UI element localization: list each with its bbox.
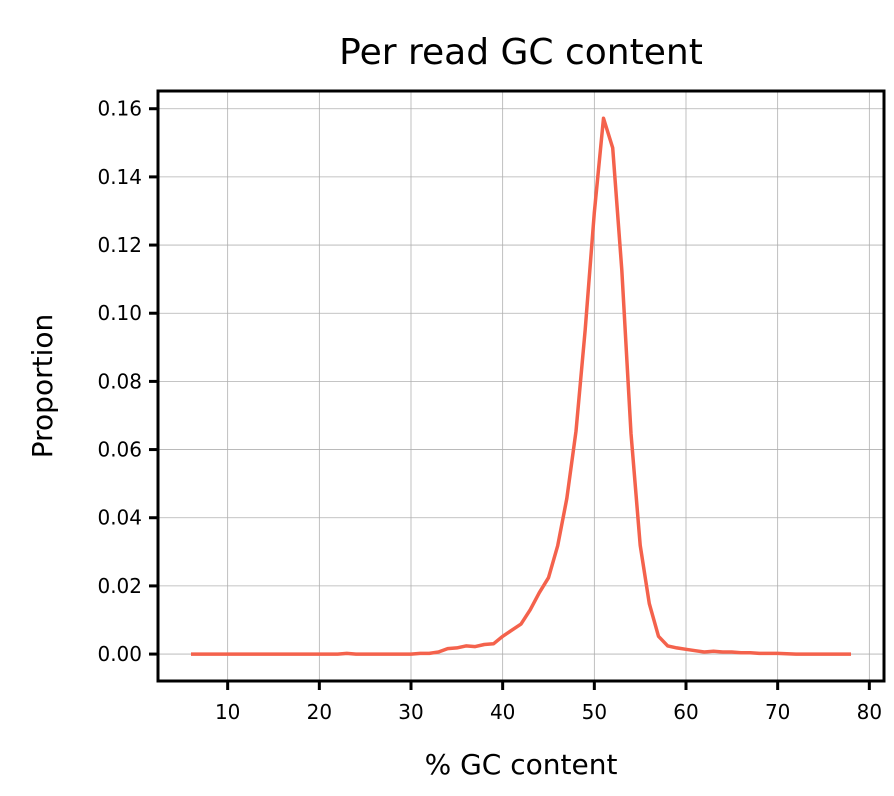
y-tick-label: 0.06 [97,438,142,462]
x-tick-label: 70 [765,700,790,724]
x-tick-label: 10 [215,700,240,724]
grid-lines [158,91,884,681]
y-tick-label: 0.08 [97,369,142,393]
x-tick-label: 40 [490,700,515,724]
y-tick-label: 0.16 [97,97,142,121]
y-tick-label: 0.04 [97,506,142,530]
y-tick-label: 0.10 [97,301,142,325]
x-tick-label: 20 [307,700,332,724]
x-tick-label: 80 [857,700,882,724]
chart-title: Per read GC content [339,32,703,73]
x-axis-label: % GC content [425,748,618,781]
y-tick-label: 0.12 [97,233,142,257]
y-tick-label: 0.14 [97,165,142,189]
y-tick-label: 0.00 [97,642,142,666]
y-axis-label: Proportion [26,314,59,458]
x-tick-label: 60 [673,700,698,724]
line-layer [191,116,851,656]
x-tick-label: 50 [582,700,607,724]
gc-content-line [191,116,851,656]
plot-frame [156,89,886,683]
y-axis-ticks: 0.00 0.02 0.04 0.06 0.08 0.10 0.12 0.14 0.16 [97,97,158,666]
y-tick-label: 0.02 [97,574,142,598]
x-tick-label: 30 [398,700,423,724]
x-axis-ticks: 10 20 30 40 50 60 70 80 [215,681,882,724]
